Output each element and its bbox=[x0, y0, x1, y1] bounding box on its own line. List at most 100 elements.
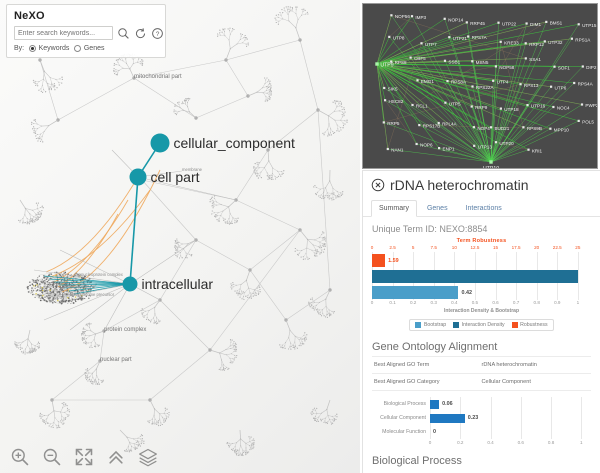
gene-node[interactable] bbox=[570, 37, 573, 40]
gene-node[interactable] bbox=[525, 22, 528, 25]
gene-node[interactable] bbox=[383, 86, 386, 90]
gene-node[interactable] bbox=[580, 103, 584, 106]
search-input[interactable] bbox=[14, 26, 113, 40]
radio-keywords[interactable] bbox=[29, 45, 37, 52]
bottom-section-heading: Biological Process bbox=[372, 455, 462, 467]
gene-node[interactable] bbox=[444, 101, 447, 104]
gene-network-view[interactable]: NOP56 IMP3 NOP14 RRP45 UTP22 DIM1 BMS1 UTP15 UTP… bbox=[362, 3, 598, 169]
gene-node[interactable] bbox=[448, 36, 451, 39]
gene-node-label: HSC82 bbox=[388, 99, 403, 104]
detail-tabs: Summary Genes Interactions bbox=[363, 195, 600, 217]
ontology-node-highlighted[interactable] bbox=[122, 276, 138, 292]
gene-node[interactable] bbox=[375, 62, 379, 66]
axis-tick: 15 bbox=[492, 245, 499, 250]
axis-tick: 0.5 bbox=[471, 300, 479, 305]
filter-option-genes-label: Genes bbox=[83, 45, 105, 52]
axis-tick: 0.6 bbox=[492, 300, 499, 305]
gene-node[interactable] bbox=[490, 126, 493, 129]
gene-node-label: UTP8 bbox=[393, 35, 405, 40]
gene-node[interactable] bbox=[499, 40, 502, 43]
gene-node[interactable] bbox=[494, 141, 498, 144]
zoom-out-icon[interactable] bbox=[42, 447, 62, 467]
ontology-node-highlighted[interactable] bbox=[150, 133, 170, 153]
alignment-key-term: Best Aligned GO Term bbox=[374, 362, 430, 368]
refresh-icon[interactable] bbox=[134, 27, 147, 40]
gene-node[interactable] bbox=[552, 105, 555, 109]
filter-option-keywords-label: Keywords bbox=[38, 45, 70, 52]
gene-node[interactable] bbox=[390, 14, 393, 17]
chart-bar[interactable] bbox=[372, 286, 459, 299]
gene-node[interactable] bbox=[550, 85, 553, 88]
gene-node[interactable] bbox=[553, 65, 556, 68]
gene-node[interactable] bbox=[543, 40, 546, 43]
gene-node[interactable] bbox=[573, 81, 576, 85]
zoom-in-icon[interactable] bbox=[10, 447, 30, 467]
gene-node[interactable] bbox=[416, 79, 419, 82]
gene-node[interactable] bbox=[497, 21, 500, 24]
gene-node[interactable] bbox=[489, 160, 493, 164]
tab-summary[interactable]: Summary bbox=[371, 200, 417, 217]
gene-node[interactable] bbox=[522, 126, 525, 129]
filter-option-genes[interactable]: Genes bbox=[74, 45, 104, 52]
gene-node[interactable] bbox=[492, 79, 495, 82]
chart-bar[interactable] bbox=[372, 270, 578, 283]
gene-node[interactable] bbox=[524, 57, 527, 60]
gene-node[interactable] bbox=[549, 127, 552, 130]
go-category-rows: Biological Process 0.06 Cellular Component… bbox=[372, 397, 591, 439]
radio-genes[interactable] bbox=[74, 45, 82, 52]
layers-icon[interactable] bbox=[138, 447, 158, 467]
ontology-network-view[interactable]: mitochondrial part membrane protein comple… bbox=[0, 0, 360, 473]
gene-node[interactable] bbox=[494, 65, 497, 68]
go-category-bar[interactable] bbox=[430, 413, 465, 423]
gene-node[interactable] bbox=[390, 60, 393, 63]
chart-bar[interactable] bbox=[372, 254, 386, 267]
go-category-label: Cellular Component bbox=[380, 415, 426, 421]
gene-node-label: MSN5 bbox=[476, 60, 489, 65]
gene-node[interactable] bbox=[526, 104, 529, 107]
gene-node[interactable] bbox=[471, 85, 474, 88]
tab-interactions[interactable]: Interactions bbox=[465, 205, 502, 212]
gene-node[interactable] bbox=[446, 80, 449, 83]
tab-genes[interactable]: Genes bbox=[426, 205, 448, 212]
gene-node[interactable] bbox=[471, 60, 474, 63]
gene-node[interactable] bbox=[465, 21, 468, 24]
gene-node[interactable] bbox=[577, 119, 580, 122]
gene-node[interactable] bbox=[415, 142, 418, 146]
gene-node[interactable] bbox=[418, 124, 421, 127]
gene-node[interactable] bbox=[467, 35, 470, 38]
gene-node[interactable] bbox=[420, 42, 423, 45]
gene-node[interactable] bbox=[386, 147, 389, 151]
gene-node[interactable] bbox=[438, 147, 441, 150]
gene-node[interactable] bbox=[527, 148, 530, 151]
gene-node[interactable] bbox=[545, 20, 548, 23]
gene-node-label: RRP12 bbox=[529, 42, 544, 47]
collapse-up-icon[interactable] bbox=[106, 447, 126, 467]
help-icon[interactable]: ? bbox=[151, 27, 164, 40]
gene-node[interactable] bbox=[411, 103, 414, 107]
gene-node-label: KRE33 bbox=[504, 40, 519, 45]
gene-node[interactable] bbox=[437, 121, 440, 125]
ontology-node-highlighted[interactable] bbox=[129, 168, 147, 186]
gene-node[interactable] bbox=[382, 121, 385, 124]
gene-node[interactable] bbox=[473, 144, 476, 147]
search-icon[interactable] bbox=[117, 27, 130, 40]
close-circle-icon[interactable] bbox=[371, 178, 385, 192]
gene-node[interactable] bbox=[384, 99, 387, 102]
go-category-bar[interactable] bbox=[430, 399, 440, 409]
gene-node[interactable] bbox=[443, 59, 447, 62]
filter-option-keywords[interactable]: Keywords bbox=[29, 45, 69, 52]
gene-node[interactable] bbox=[443, 17, 446, 20]
gene-node[interactable] bbox=[577, 23, 580, 26]
fit-screen-icon[interactable] bbox=[74, 447, 94, 467]
gene-node[interactable] bbox=[409, 56, 412, 59]
gene-node[interactable] bbox=[410, 15, 414, 18]
gene-node[interactable] bbox=[472, 126, 475, 129]
gene-node[interactable] bbox=[388, 35, 391, 38]
gene-node[interactable] bbox=[519, 83, 522, 86]
gene-network-canvas[interactable]: NOP56 IMP3 NOP14 RRP45 UTP22 DIM1 BMS1 UTP15 UTP… bbox=[363, 4, 598, 169]
gene-node[interactable] bbox=[581, 65, 584, 68]
gene-node[interactable] bbox=[470, 105, 473, 108]
gene-node[interactable] bbox=[524, 42, 527, 45]
gene-node[interactable] bbox=[499, 107, 502, 110]
